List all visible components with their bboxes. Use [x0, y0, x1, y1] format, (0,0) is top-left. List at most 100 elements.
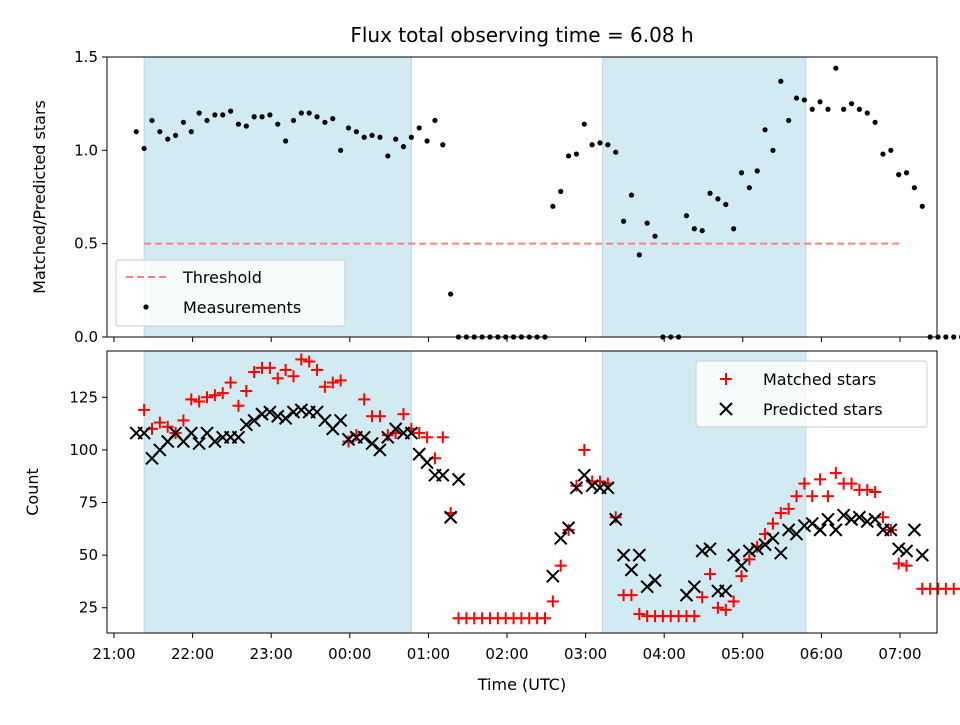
measurement-point: [393, 136, 399, 142]
predicted-star-point: [836, 508, 851, 522]
measurement-point: [809, 106, 815, 112]
matched-star-point: [138, 403, 151, 416]
measurement-point: [856, 106, 862, 112]
measurement-point: [338, 147, 344, 153]
measurement-point: [377, 134, 383, 140]
chart-title: Flux total observing time = 6.08 h: [350, 23, 693, 47]
matched-star-point: [711, 601, 724, 614]
measurement-point: [715, 196, 721, 202]
measurement-point: [872, 119, 878, 125]
bottom-panel: 25 50 75 100 125 21:00 22:00 23:00 00:00 01:00 02…: [23, 350, 960, 694]
matched-star-point: [413, 427, 426, 440]
predicted-star-point: [569, 481, 584, 495]
top-legend: Threshold Measurements: [115, 259, 346, 327]
matched-star-point: [570, 479, 583, 492]
top-panel: 0.0 0.5 1.0 1.5 Matched/Predicted stars Thr…: [30, 48, 960, 346]
matched-star-point: [201, 391, 214, 404]
predicted-star-point: [341, 432, 356, 447]
measurement-point: [188, 129, 194, 135]
predicted-star-point: [388, 422, 403, 436]
top-y-tick-label: 1.0: [74, 141, 98, 159]
x-tick-label: 05:00: [721, 645, 764, 663]
measurement-point: [204, 117, 210, 124]
predicted-star-point: [184, 426, 198, 440]
bottom-observing-window-1: [143, 350, 412, 634]
matched-star-point: [578, 443, 591, 456]
predicted-star-point: [585, 478, 599, 493]
matched-legend-label: Matched stars: [763, 370, 876, 389]
measurement-point: [848, 101, 855, 107]
matched-star-point: [224, 376, 237, 389]
measurement-point: [267, 112, 273, 118]
measurement-point: [385, 153, 391, 159]
predicted-star-point: [750, 542, 764, 556]
measurement-point: [283, 138, 289, 144]
measurement-point: [620, 218, 627, 224]
x-tick-label: 21:00: [92, 645, 135, 663]
predicted-star-point: [719, 584, 733, 598]
predicted-star-point: [687, 579, 702, 594]
matched-star-point: [900, 559, 913, 572]
measurement-point: [943, 334, 949, 340]
measurement-point: [778, 78, 784, 84]
x-tick-label: 00:00: [328, 645, 371, 663]
predicted-star-point: [231, 430, 246, 444]
predicted-star-point: [554, 531, 568, 546]
matched-star-point: [774, 507, 787, 520]
matched-star-point: [538, 612, 551, 625]
measurement-point: [589, 142, 595, 148]
matched-star-point: [814, 473, 827, 486]
measurements-legend-label: Measurements: [183, 298, 301, 317]
measurement-point: [699, 228, 705, 234]
matched-star-point: [271, 372, 284, 385]
bottom-y-tick-label: 25: [79, 599, 98, 617]
matched-star-point: [421, 431, 434, 444]
predicted-star-point: [907, 523, 922, 537]
predicted-star-point: [365, 436, 379, 451]
matched-star-point: [311, 363, 324, 376]
measurement-point: [888, 147, 894, 153]
predicted-star-point: [208, 434, 222, 449]
matched-star-point: [208, 389, 221, 402]
measurement-point: [573, 151, 580, 157]
measurement-point: [165, 136, 171, 142]
measurement-point: [448, 291, 454, 297]
predicted-star-point: [766, 531, 780, 546]
measurement-point: [408, 134, 414, 140]
predicted-star-point: [884, 523, 898, 537]
matched-star-point: [161, 420, 174, 433]
matched-star-point: [240, 384, 253, 397]
measurement-point: [911, 185, 918, 191]
measurement-point: [754, 168, 760, 174]
measurement-point: [613, 149, 619, 155]
matched-star-point: [869, 486, 882, 498]
measurement-point: [951, 334, 957, 340]
measurement-point: [723, 201, 729, 208]
measurement-point: [369, 132, 375, 138]
matched-star-point: [562, 523, 575, 536]
predicted-star-point: [271, 409, 285, 423]
measurement-point: [172, 132, 179, 138]
predicted-star-point: [357, 430, 371, 444]
predicted-star-point: [915, 548, 929, 562]
matched-star-point: [609, 511, 622, 524]
measurement-point: [770, 147, 776, 153]
matched-star-point: [232, 399, 245, 412]
predicted-star-point: [624, 563, 639, 577]
predicted-star-point: [577, 468, 591, 482]
matched-star-point: [397, 408, 410, 421]
bottom-y-axis-label: Count: [23, 468, 42, 516]
measurement-point: [322, 119, 328, 125]
predicted-star-point: [239, 417, 254, 432]
measurement-point: [275, 121, 281, 127]
predicted-star-point: [774, 546, 788, 560]
matched-legend-marker: [720, 373, 732, 385]
bottom-legend: Matched stars Predicted stars: [695, 360, 928, 428]
measurement-point: [416, 125, 422, 131]
matched-star-point: [193, 395, 206, 408]
matched-star-point: [727, 595, 740, 608]
matched-star-point: [633, 608, 646, 621]
predicted-star-point: [294, 403, 309, 417]
